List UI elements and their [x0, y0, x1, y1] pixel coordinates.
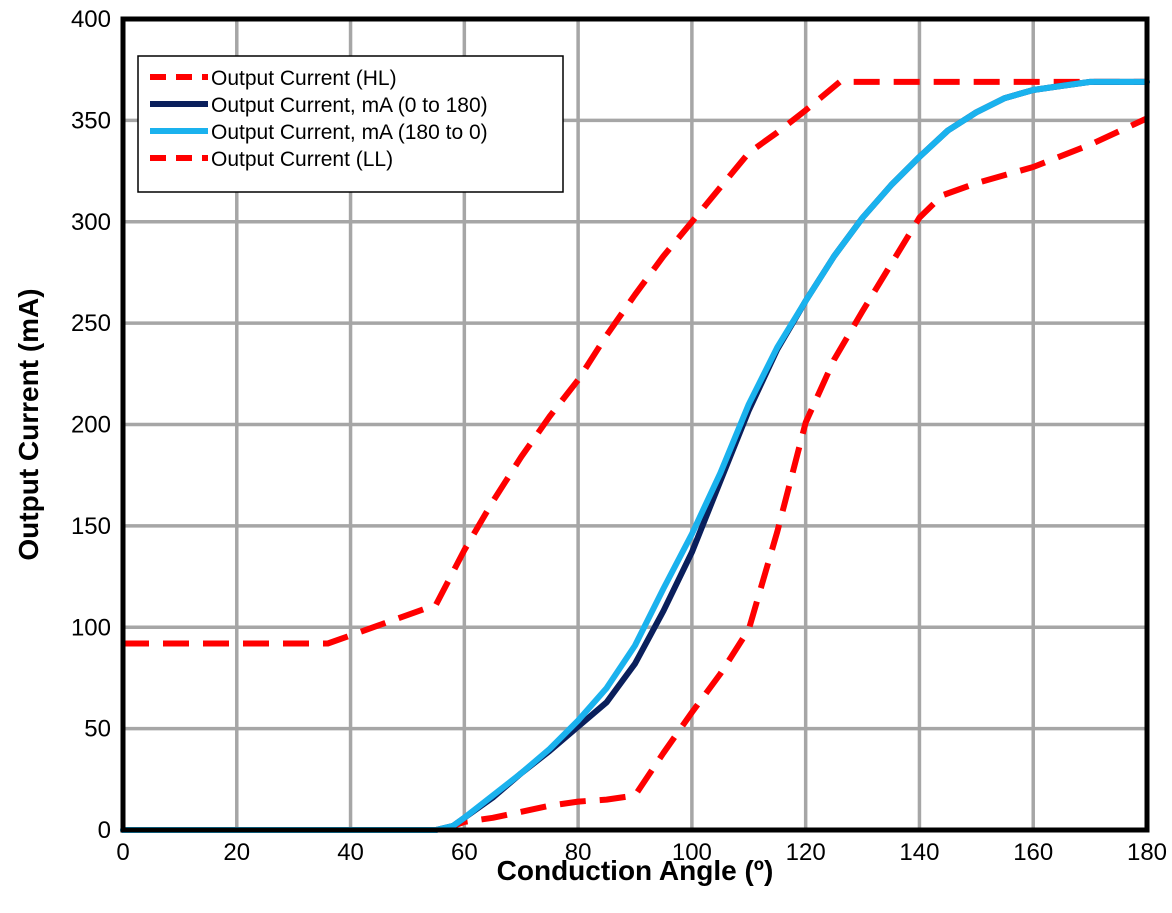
- x-tick-label: 80: [565, 839, 592, 866]
- series-line-2: [120, 78, 1150, 833]
- y-tick-label: 300: [71, 209, 111, 236]
- plot-area-border: [120, 16, 1150, 833]
- series-lines: [120, 78, 1150, 833]
- y-tick-label: 350: [71, 107, 111, 134]
- legend-entries: Output Current (HL) Output Current, mA (0…: [150, 67, 488, 171]
- y-tick-label: 50: [84, 716, 111, 743]
- y-tick-label: 200: [71, 412, 111, 439]
- x-tick-label: 140: [899, 839, 939, 866]
- tick-labels: 0 20 40 60 80 100 120 140 160 180 0 50 100 150 200 250 3…: [71, 6, 1167, 866]
- legend-label-0: Output Current (HL): [211, 67, 397, 90]
- x-tick-label: 0: [116, 839, 129, 866]
- y-tick-label: 0: [98, 817, 111, 844]
- x-tick-label: 40: [337, 839, 364, 866]
- x-tick-label: 120: [786, 839, 826, 866]
- series-line-0: [123, 78, 1147, 647]
- x-tick-label: 60: [451, 839, 478, 866]
- x-axis-title: Conduction Angle (º): [497, 855, 774, 886]
- series-line-1: [120, 78, 1150, 833]
- x-tick-label: 180: [1127, 839, 1167, 866]
- y-tick-label: 150: [71, 513, 111, 540]
- legend: Output Current (HL) Output Current, mA (0…: [137, 55, 564, 193]
- x-tick-label: 20: [223, 839, 250, 866]
- y-tick-label: 400: [71, 6, 111, 33]
- legend-box: [137, 55, 564, 193]
- legend-label-2: Output Current, mA (180 to 0): [211, 121, 488, 144]
- series-line-3: [123, 115, 1149, 833]
- x-tick-label: 100: [672, 839, 712, 866]
- x-tick-label: 160: [1013, 839, 1053, 866]
- y-tick-label: 100: [71, 614, 111, 641]
- y-tick-label: 250: [71, 310, 111, 337]
- y-axis-title: Output Current (mA): [13, 288, 44, 560]
- legend-label-3: Output Current (LL): [211, 148, 393, 171]
- legend-label-1: Output Current, mA (0 to 180): [211, 94, 488, 117]
